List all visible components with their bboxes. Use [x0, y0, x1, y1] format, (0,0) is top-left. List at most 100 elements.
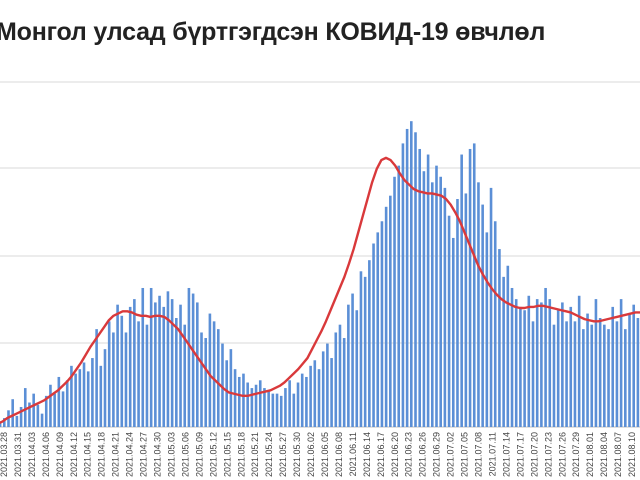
bar-39 [162, 306, 166, 427]
bar-81 [338, 324, 342, 427]
bar-72 [300, 373, 304, 427]
x-tick-label-31: 2021.06.29 [432, 432, 442, 477]
bar-133 [556, 310, 560, 427]
x-tick-label-42: 2021.08.01 [585, 432, 595, 477]
bar-131 [548, 299, 552, 427]
bar-8 [32, 393, 35, 427]
x-tick-label-19: 2021.05.24 [264, 432, 274, 477]
bar-15 [61, 391, 65, 427]
x-tick-label-17: 2021.05.18 [236, 432, 246, 477]
bar-1 [2, 418, 6, 427]
bar-65 [271, 393, 275, 427]
bar-0 [0, 421, 2, 427]
bar-42 [175, 318, 178, 427]
bar-41 [170, 299, 174, 427]
bar-47 [196, 302, 199, 427]
bar-51 [212, 321, 216, 427]
bar-24 [99, 365, 103, 427]
bar-104 [435, 165, 438, 427]
bar-125 [523, 310, 526, 427]
bar-115 [481, 204, 484, 427]
x-tick-label-20: 2021.05.27 [278, 432, 288, 477]
bar-64 [267, 391, 270, 427]
x-tick-label-34: 2021.07.08 [474, 432, 484, 477]
bar-149 [624, 329, 627, 427]
bar-87 [363, 276, 367, 427]
bar-111 [464, 193, 468, 427]
bar-99 [414, 132, 417, 428]
bar-11 [44, 395, 48, 427]
bar-58 [242, 373, 245, 427]
bar-118 [493, 221, 497, 427]
x-tick-label-39: 2021.07.23 [543, 432, 553, 477]
bar-74 [309, 365, 312, 427]
bar-61 [254, 384, 258, 427]
bar-32 [133, 299, 136, 427]
x-tick-label-13: 2021.05.06 [180, 432, 190, 477]
bar-19 [78, 369, 82, 427]
bar-140 [586, 313, 589, 427]
bar-9 [36, 404, 40, 427]
bar-28 [116, 304, 119, 427]
bar-18 [74, 373, 77, 427]
bar-120 [502, 276, 505, 427]
bar-71 [296, 382, 300, 427]
bar-92 [384, 206, 388, 427]
bar-124 [519, 306, 522, 427]
bar-147 [615, 321, 619, 427]
x-tick-label-15: 2021.05.12 [208, 432, 218, 477]
x-tick-label-35: 2021.07.11 [487, 432, 497, 476]
bar-59 [246, 382, 249, 427]
bar-113 [472, 143, 476, 427]
bar-33 [137, 321, 140, 427]
bar-53 [221, 343, 224, 427]
x-tick-label-1: 2021.03.31 [13, 432, 23, 477]
bar-50 [208, 313, 212, 427]
x-tick-label-40: 2021.07.26 [557, 432, 567, 477]
bar-25 [103, 349, 107, 427]
bar-144 [603, 324, 606, 427]
x-tick-label-28: 2021.06.20 [390, 432, 400, 477]
bar-67 [279, 395, 283, 427]
bar-13 [53, 393, 56, 427]
bar-86 [359, 271, 363, 427]
bar-69 [288, 380, 291, 427]
bar-52 [216, 329, 220, 427]
bar-128 [535, 299, 539, 427]
bar-82 [342, 338, 346, 427]
x-tick-label-44: 2021.08.07 [613, 432, 623, 477]
x-tick-label-33: 2021.07.05 [460, 432, 470, 477]
x-tick-label-43: 2021.08.04 [599, 432, 609, 477]
bar-101 [422, 171, 426, 427]
bar-134 [561, 302, 564, 427]
bar-132 [552, 324, 556, 427]
bar-89 [372, 243, 375, 427]
bar-30 [124, 332, 128, 427]
x-tick-label-24: 2021.06.08 [334, 432, 344, 477]
bar-139 [582, 329, 585, 427]
bar-152 [636, 318, 640, 427]
bar-37 [154, 302, 157, 427]
x-tick-label-21: 2021.05.30 [292, 432, 302, 477]
bar-100 [418, 148, 422, 427]
bar-96 [401, 143, 405, 427]
x-tick-label-2: 2021.04.03 [27, 432, 37, 477]
bar-146 [611, 306, 615, 427]
x-tick-label-14: 2021.05.09 [194, 432, 204, 477]
x-tick-label-7: 2021.04.18 [97, 432, 107, 477]
bar-62 [258, 380, 262, 427]
bar-20 [82, 362, 86, 427]
x-tick-label-22: 2021.06.02 [306, 432, 316, 477]
bar-121 [506, 265, 510, 427]
x-tick-label-16: 2021.05.15 [222, 432, 232, 477]
bar-148 [619, 299, 623, 427]
bar-54 [225, 360, 228, 427]
x-tick-label-0: 2021.03.28 [0, 432, 9, 477]
bar-102 [426, 154, 430, 427]
grid-lines [0, 81, 640, 428]
bar-38 [158, 295, 161, 427]
x-tick-label-4: 2021.04.09 [55, 432, 65, 477]
bar-95 [397, 165, 401, 427]
bar-138 [577, 295, 581, 427]
